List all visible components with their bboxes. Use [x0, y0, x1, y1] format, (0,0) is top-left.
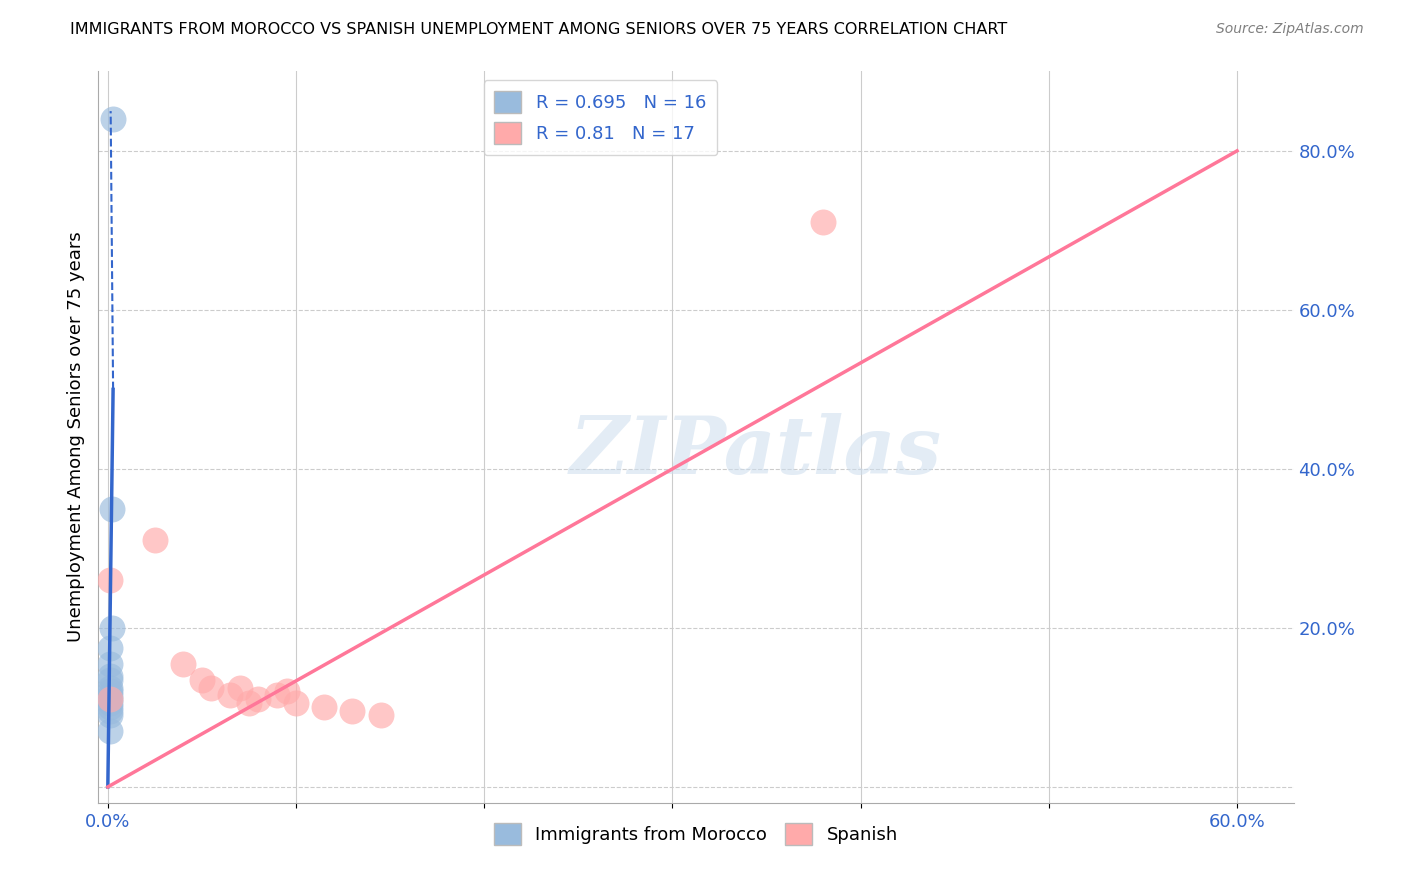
Point	[247, 692, 270, 706]
Point	[200, 681, 222, 695]
Point	[370, 708, 392, 723]
Text: IMMIGRANTS FROM MOROCCO VS SPANISH UNEMPLOYMENT AMONG SENIORS OVER 75 YEARS CORR: IMMIGRANTS FROM MOROCCO VS SPANISH UNEMP…	[70, 22, 1008, 37]
Point	[98, 640, 121, 655]
Point	[314, 700, 336, 714]
Text: ZIPatlas: ZIPatlas	[569, 413, 942, 491]
Point	[266, 689, 288, 703]
Point	[172, 657, 194, 671]
Point	[811, 215, 834, 229]
Point	[98, 708, 121, 723]
Point	[219, 689, 242, 703]
Point	[98, 573, 121, 587]
Point	[228, 681, 250, 695]
Point	[238, 697, 260, 711]
Point	[98, 692, 121, 706]
Point	[98, 705, 121, 719]
Point	[98, 724, 121, 739]
Point	[191, 673, 214, 687]
Point	[98, 668, 121, 682]
Point	[100, 501, 122, 516]
Point	[276, 684, 298, 698]
Point	[103, 112, 125, 126]
Point	[98, 673, 121, 687]
Point	[98, 689, 121, 703]
Point	[285, 697, 308, 711]
Point	[342, 705, 364, 719]
Point	[100, 621, 122, 635]
Point	[98, 697, 121, 711]
Legend: Immigrants from Morocco, Spanish: Immigrants from Morocco, Spanish	[486, 816, 905, 852]
Y-axis label: Unemployment Among Seniors over 75 years: Unemployment Among Seniors over 75 years	[66, 232, 84, 642]
Point	[143, 533, 166, 548]
Point	[98, 700, 121, 714]
Point	[98, 681, 121, 695]
Point	[98, 692, 121, 706]
Text: Source: ZipAtlas.com: Source: ZipAtlas.com	[1216, 22, 1364, 37]
Point	[98, 684, 121, 698]
Point	[98, 657, 121, 671]
